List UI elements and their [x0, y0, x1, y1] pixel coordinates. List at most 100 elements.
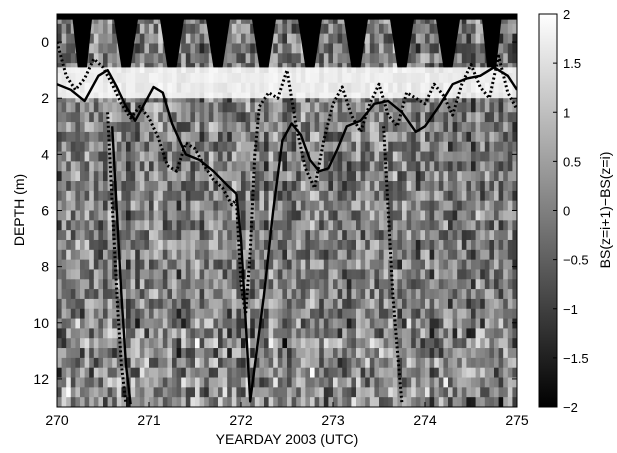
heatmap-cell	[181, 131, 187, 143]
heatmap-cell	[250, 328, 256, 339]
heatmap-cell	[425, 230, 431, 241]
heatmap-cell	[374, 239, 380, 251]
heatmap-cell	[291, 43, 297, 54]
heatmap-cell	[351, 328, 357, 339]
heatmap-cell	[116, 348, 122, 359]
heatmap-cell	[231, 53, 237, 64]
heatmap-cell	[130, 122, 136, 133]
heatmap-cell	[139, 259, 145, 271]
heatmap-cell	[406, 181, 412, 192]
heatmap-cell	[314, 279, 320, 290]
heatmap-cell	[337, 318, 343, 329]
heatmap-cell	[121, 249, 127, 261]
heatmap-cell	[254, 53, 260, 64]
heatmap-cell	[323, 151, 329, 162]
heatmap-cell	[153, 377, 159, 388]
heatmap-cell	[360, 348, 366, 359]
heatmap-cell	[489, 269, 495, 280]
heatmap-cell	[107, 23, 113, 35]
heatmap-cell	[374, 102, 380, 113]
heatmap-cell	[434, 43, 440, 54]
heatmap-cell	[245, 230, 251, 241]
heatmap-cell	[181, 279, 187, 290]
heatmap-cell	[241, 367, 247, 379]
heatmap-cell	[503, 220, 509, 231]
heatmap-cell	[351, 259, 357, 271]
heatmap-cell	[287, 318, 293, 329]
heatmap-cell	[415, 122, 421, 133]
heatmap-cell	[328, 102, 334, 113]
heatmap-cell	[149, 190, 155, 202]
heatmap-cell	[507, 259, 513, 271]
heatmap-cell	[282, 377, 288, 388]
heatmap-cell	[466, 397, 472, 407]
heatmap-cell	[443, 131, 449, 143]
heatmap-cell	[356, 239, 362, 251]
heatmap-cell	[103, 259, 109, 271]
heatmap-cell	[282, 230, 288, 241]
heatmap-cell	[319, 328, 325, 339]
heatmap-cell	[415, 171, 421, 182]
heatmap-cell	[512, 308, 517, 320]
heatmap-cell	[406, 102, 412, 113]
heatmap-cell	[291, 53, 297, 64]
heatmap-cell	[89, 33, 95, 45]
heatmap-cell	[144, 308, 150, 320]
heatmap-cell	[383, 279, 389, 290]
heatmap-cell	[181, 269, 187, 280]
heatmap-cell	[57, 53, 63, 64]
heatmap-cell	[75, 239, 81, 251]
heatmap-cell	[172, 151, 178, 162]
x-tick-label: 275	[505, 412, 529, 428]
heatmap-cell	[415, 151, 421, 162]
heatmap-cell	[213, 122, 219, 133]
heatmap-cell	[112, 397, 118, 407]
heatmap-cell	[103, 151, 109, 162]
heatmap-cell	[167, 397, 173, 407]
heatmap-cell	[425, 308, 431, 320]
heatmap-cell	[61, 43, 67, 54]
heatmap-cell	[103, 348, 109, 359]
heatmap-cell	[121, 289, 127, 300]
y-tick-label: 8	[41, 259, 49, 275]
heatmap-cell	[342, 249, 348, 261]
heatmap-cell	[494, 348, 500, 359]
heatmap-cell	[319, 357, 325, 369]
colorbar-tick-label: 1	[563, 105, 570, 120]
heatmap-cell	[457, 318, 463, 329]
heatmap-cell	[434, 131, 440, 143]
heatmap-cell	[70, 397, 76, 407]
heatmap-cell	[328, 298, 334, 310]
heatmap-cell	[121, 308, 127, 320]
heatmap-cell	[337, 131, 343, 143]
heatmap-cell	[227, 131, 233, 143]
heatmap-cell	[305, 387, 311, 398]
heatmap-cell	[328, 200, 334, 212]
heatmap-cell	[365, 367, 371, 379]
heatmap-cell	[66, 230, 72, 241]
heatmap-cell	[443, 141, 449, 153]
heatmap-cell	[254, 161, 260, 172]
heatmap-cell	[328, 53, 334, 64]
heatmap-cell	[231, 141, 237, 153]
heatmap-cell	[259, 367, 265, 379]
heatmap-cell	[227, 377, 233, 388]
heatmap-cell	[291, 298, 297, 310]
heatmap-cell	[241, 190, 247, 202]
heatmap-cell	[415, 230, 421, 241]
heatmap-cell	[259, 190, 265, 202]
heatmap-cell	[323, 279, 329, 290]
heatmap-cell	[346, 328, 352, 339]
heatmap-cell	[379, 338, 385, 349]
heatmap-cell	[328, 377, 334, 388]
heatmap-cell	[116, 151, 122, 162]
heatmap-cell	[425, 367, 431, 379]
heatmap-cell	[494, 171, 500, 182]
heatmap-cell	[222, 102, 228, 113]
heatmap-cell	[489, 259, 495, 271]
heatmap-cell	[374, 348, 380, 359]
heatmap-cell	[176, 122, 182, 133]
heatmap-cell	[503, 131, 509, 143]
heatmap-cell	[57, 289, 63, 300]
heatmap-cell	[379, 377, 385, 388]
